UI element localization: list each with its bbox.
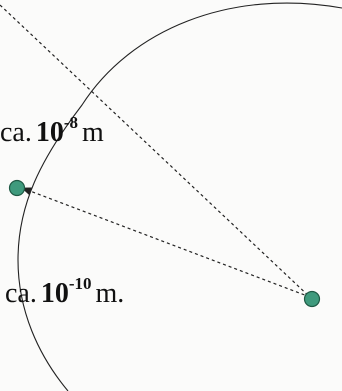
label-upper-prefix: ca. bbox=[0, 117, 32, 148]
label-upper: ca. 10-8 m bbox=[0, 114, 104, 148]
outer-circle-arc bbox=[17, 2, 342, 391]
label-upper-exponent: -8 bbox=[63, 113, 79, 132]
label-lower-base: 10 bbox=[40, 278, 69, 309]
label-lower-exponent: -10 bbox=[68, 274, 92, 293]
dashed-diagonal-line bbox=[0, 4, 314, 301]
center-particle bbox=[303, 290, 321, 308]
label-lower: ca. 10-10 m. bbox=[5, 275, 125, 309]
boundary-particle bbox=[8, 179, 26, 197]
label-upper-unit: m bbox=[82, 117, 104, 148]
label-lower-unit: m. bbox=[95, 278, 125, 309]
label-upper-base: 10 bbox=[35, 117, 64, 148]
label-lower-prefix: ca. bbox=[5, 278, 37, 309]
